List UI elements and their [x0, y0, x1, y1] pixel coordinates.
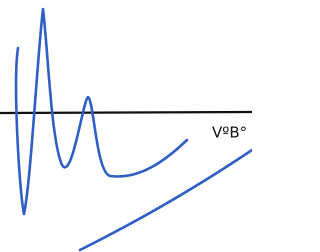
sketch: VºB° — [0, 0, 252, 252]
axis-line — [0, 112, 252, 113]
page: VºB° (() => { const data = JSON.parse(do… — [0, 0, 252, 252]
axis-label: VºB° — [212, 124, 247, 142]
